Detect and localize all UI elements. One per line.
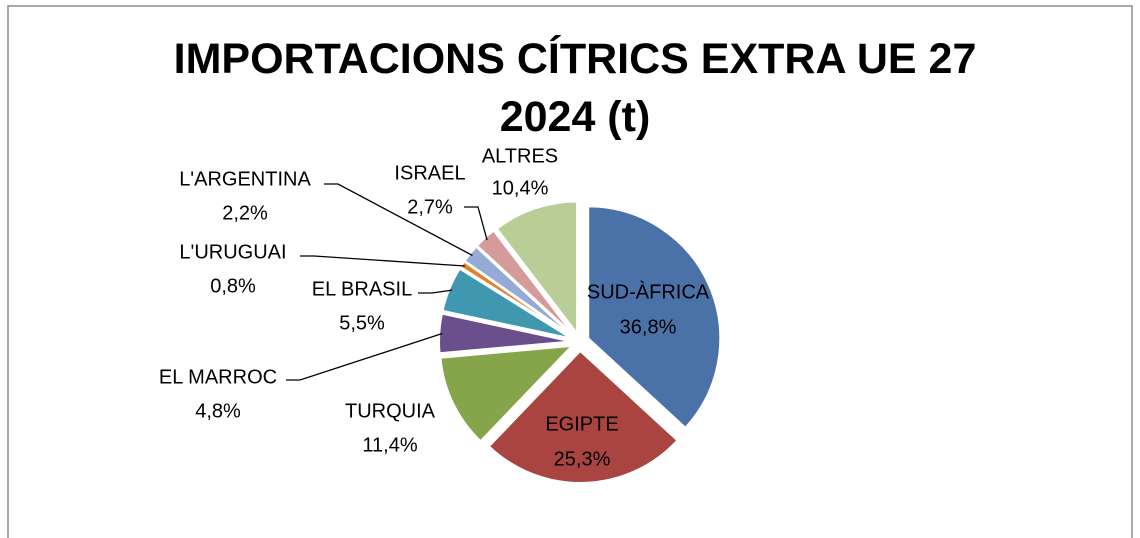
slice-label: ISRAEL (394, 162, 465, 184)
pie-slice (475, 229, 575, 337)
leader-line (418, 289, 453, 294)
leader-line (464, 206, 488, 241)
pie-slice (495, 200, 579, 337)
leader-line (324, 183, 473, 257)
value-label: 5,5% (339, 312, 385, 334)
value-label: 2,2% (222, 202, 268, 224)
pie-slice (438, 312, 572, 355)
value-label: 11,4% (362, 434, 417, 456)
value-label: 25,3% (554, 448, 611, 470)
value-label: 0,8% (210, 275, 256, 297)
chart-frame (7, 5, 1133, 538)
slice-label: EGIPTE (545, 413, 618, 435)
leader-line (286, 332, 443, 381)
slice-label: L'URUGUAI (179, 241, 286, 263)
value-label: 10,4% (492, 177, 549, 199)
pie-slice (441, 267, 573, 340)
slice-label: EL MARROC (159, 366, 277, 388)
slice-label: ALTRES (482, 145, 558, 167)
value-label: 36,8% (620, 316, 677, 338)
pie-slice (487, 349, 679, 484)
value-label: 2,7% (407, 196, 453, 218)
value-label: 4,8% (195, 400, 241, 422)
slice-label: TURQUIA (345, 400, 436, 422)
pie-slice (439, 344, 575, 443)
slice-label: SUD-ÀFRICA (587, 280, 710, 303)
chart-title: IMPORTACIONS CÍTRICS EXTRA UE 27 2024 (t… (173, 35, 977, 141)
leader-line (300, 255, 465, 267)
slice-label: EL BRASIL (312, 278, 412, 300)
pie-slice (587, 205, 722, 430)
slice-label: L'ARGENTINA (179, 168, 311, 190)
